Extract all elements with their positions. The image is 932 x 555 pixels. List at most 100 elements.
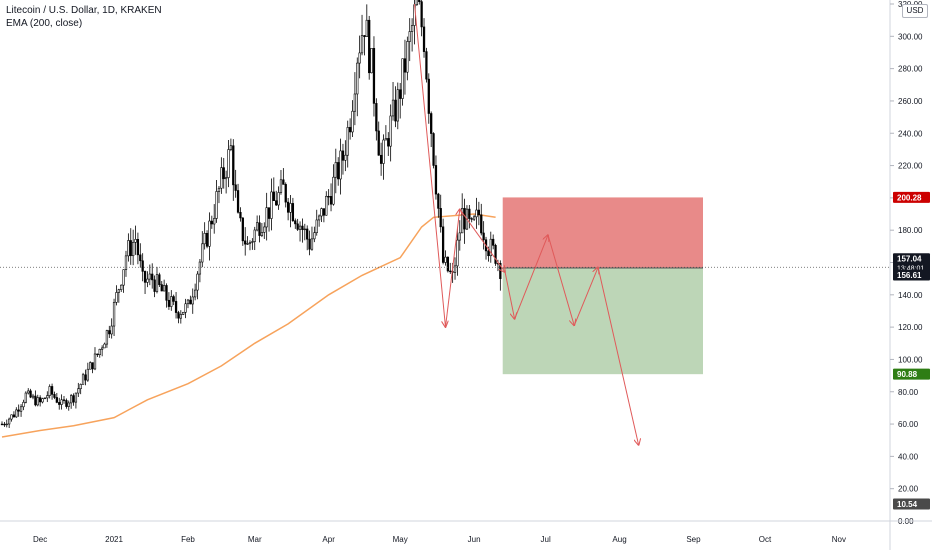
candle (136, 232, 140, 265)
candle-body (375, 103, 378, 132)
candle (396, 82, 399, 130)
candle (86, 362, 89, 382)
candle (8, 417, 11, 429)
candle-body (74, 392, 78, 403)
candle-body (432, 133, 435, 166)
candle (315, 209, 318, 236)
candle-body (325, 195, 328, 216)
candle (341, 143, 345, 175)
candle (39, 395, 42, 407)
candle-body (286, 201, 290, 213)
candle (163, 279, 166, 292)
candle (205, 230, 209, 249)
candle (420, 0, 423, 37)
indicator-ema[interactable]: EMA (200, close) (6, 18, 83, 29)
candle-body (148, 273, 151, 280)
candle (43, 397, 47, 400)
candle-body (191, 296, 194, 305)
candle-body (353, 93, 357, 112)
candle (112, 298, 116, 337)
candle-body (136, 239, 140, 256)
candle-body (112, 302, 116, 327)
candle (294, 218, 297, 229)
candle (441, 218, 445, 265)
candle-body (344, 154, 347, 161)
currency-badge[interactable]: USD (902, 4, 928, 18)
price-tick-label: 80.00 (898, 388, 919, 397)
candle (132, 229, 135, 266)
candle-body (227, 149, 230, 178)
candle-body (396, 89, 399, 122)
candle-body (58, 402, 61, 405)
candle-body (315, 219, 318, 234)
candle (229, 138, 233, 152)
candle (93, 347, 97, 371)
candle-body (127, 240, 130, 257)
candle (325, 191, 328, 216)
chart-legend: Litecoin / U.S. Dollar, 1D, KRAKEN EMA (… (6, 4, 162, 30)
candle-body (365, 19, 368, 37)
candle (0, 421, 4, 426)
candle (444, 250, 447, 266)
candle (91, 362, 94, 374)
candle-body (258, 222, 261, 236)
candle-body (29, 390, 32, 398)
candle-body (239, 212, 242, 219)
candle-body (103, 343, 106, 349)
candle (248, 240, 252, 251)
candle-body (387, 138, 390, 147)
candle (139, 243, 142, 268)
candle-body (244, 240, 247, 245)
candle (170, 290, 173, 311)
candle (348, 118, 352, 140)
candle (494, 243, 497, 266)
candle-body (241, 217, 244, 242)
candle (151, 263, 154, 289)
candle (303, 223, 306, 241)
candle-body (158, 274, 161, 285)
candle-body (196, 273, 199, 291)
candle (213, 204, 216, 234)
candle-body (217, 187, 221, 192)
candle-body (120, 284, 123, 290)
candle (182, 311, 185, 316)
candle-body (399, 89, 402, 99)
symbol-title[interactable]: Litecoin / U.S. Dollar, 1D, KRAKEN (6, 5, 162, 16)
candle (127, 233, 130, 262)
candle (70, 393, 73, 409)
candle-body (456, 239, 459, 267)
candle (344, 140, 347, 172)
price-tick-label: 260.00 (898, 97, 923, 106)
candle-body (60, 399, 63, 405)
candle-body (384, 138, 388, 141)
candle (143, 270, 147, 295)
candle (153, 275, 156, 298)
candle (432, 132, 435, 169)
candle (148, 264, 151, 286)
candle-body (284, 184, 287, 203)
current-price-label-countdown: 13:48:01 (897, 265, 924, 272)
candle (201, 231, 204, 268)
candle (77, 382, 80, 397)
candle (379, 142, 383, 176)
candle-body (201, 243, 204, 263)
candle (251, 238, 254, 250)
candle-body (17, 409, 20, 412)
candle-body (41, 398, 44, 403)
candle (308, 230, 311, 256)
candle (377, 121, 380, 156)
projection-arrows (413, 3, 638, 445)
candle (356, 57, 359, 117)
candle-body (308, 238, 311, 250)
entry-label: 156.61 (893, 269, 930, 281)
candle-body (143, 271, 147, 283)
candle-body (494, 245, 497, 264)
low-label: 10.54 (893, 498, 930, 510)
candle-body (458, 232, 461, 241)
candle (255, 215, 259, 232)
candle (124, 250, 128, 277)
candle-body (115, 292, 118, 303)
projection-arrow (573, 267, 598, 326)
